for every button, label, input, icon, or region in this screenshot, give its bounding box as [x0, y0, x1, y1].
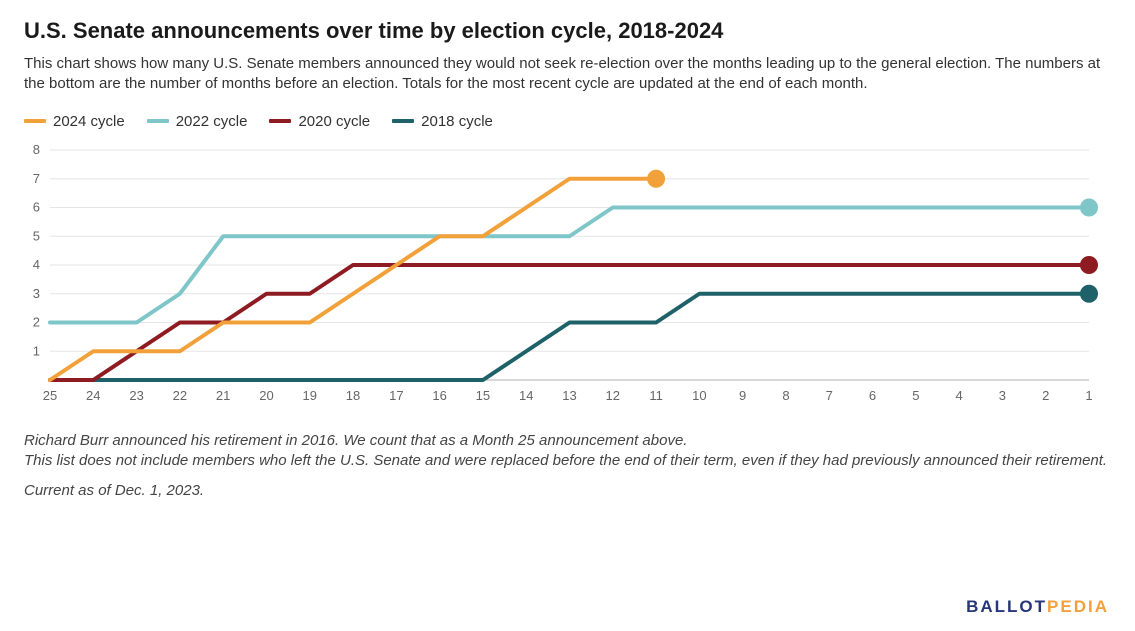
footnote-line: This list does not include members who l… — [24, 451, 1111, 471]
svg-text:7: 7 — [826, 388, 833, 403]
svg-text:2: 2 — [1042, 388, 1049, 403]
legend-item-2024: 2024 cycle — [24, 113, 125, 130]
svg-text:7: 7 — [33, 170, 40, 185]
svg-text:6: 6 — [33, 199, 40, 214]
svg-text:9: 9 — [739, 388, 746, 403]
svg-text:23: 23 — [129, 388, 143, 403]
line-chart: 1234567825242322212019181716151413121110… — [24, 142, 1111, 417]
svg-text:21: 21 — [216, 388, 230, 403]
legend: 2024 cycle 2022 cycle 2020 cycle 2018 cy… — [24, 113, 1111, 130]
chart-subtitle: This chart shows how many U.S. Senate me… — [24, 54, 1111, 95]
svg-text:8: 8 — [782, 388, 789, 403]
brand-part2: PEDIA — [1047, 597, 1109, 616]
svg-text:25: 25 — [43, 388, 57, 403]
brand-part1: BALLOT — [966, 597, 1047, 616]
svg-text:16: 16 — [432, 388, 446, 403]
legend-item-2018: 2018 cycle — [392, 113, 493, 130]
svg-text:4: 4 — [33, 257, 40, 272]
legend-item-2020: 2020 cycle — [269, 113, 370, 130]
svg-text:15: 15 — [476, 388, 490, 403]
legend-swatch — [392, 119, 414, 123]
svg-text:18: 18 — [346, 388, 360, 403]
svg-text:14: 14 — [519, 388, 533, 403]
svg-text:1: 1 — [1085, 388, 1092, 403]
svg-text:12: 12 — [606, 388, 620, 403]
svg-text:11: 11 — [649, 388, 663, 403]
svg-text:2: 2 — [33, 314, 40, 329]
legend-swatch — [269, 119, 291, 123]
chart-svg: 1234567825242322212019181716151413121110… — [24, 142, 1111, 417]
svg-text:3: 3 — [999, 388, 1006, 403]
legend-label: 2020 cycle — [298, 113, 370, 130]
legend-label: 2022 cycle — [176, 113, 248, 130]
footnote-line: Richard Burr announced his retirement in… — [24, 431, 1111, 451]
svg-text:1: 1 — [33, 343, 40, 358]
legend-swatch — [147, 119, 169, 123]
legend-swatch — [24, 119, 46, 123]
brand-logo: BALLOTPEDIA — [966, 597, 1109, 617]
svg-text:6: 6 — [869, 388, 876, 403]
svg-text:5: 5 — [33, 228, 40, 243]
svg-text:24: 24 — [86, 388, 100, 403]
svg-text:10: 10 — [692, 388, 706, 403]
chart-title: U.S. Senate announcements over time by e… — [24, 18, 1111, 44]
svg-text:5: 5 — [912, 388, 919, 403]
svg-text:8: 8 — [33, 142, 40, 157]
legend-label: 2018 cycle — [421, 113, 493, 130]
svg-text:13: 13 — [562, 388, 576, 403]
legend-item-2022: 2022 cycle — [147, 113, 248, 130]
svg-text:20: 20 — [259, 388, 273, 403]
legend-label: 2024 cycle — [53, 113, 125, 130]
svg-text:3: 3 — [33, 285, 40, 300]
svg-text:22: 22 — [173, 388, 187, 403]
svg-text:17: 17 — [389, 388, 403, 403]
svg-text:4: 4 — [956, 388, 963, 403]
footnote-line: Current as of Dec. 1, 2023. — [24, 481, 1111, 501]
footnotes: Richard Burr announced his retirement in… — [24, 431, 1111, 502]
svg-text:19: 19 — [303, 388, 317, 403]
